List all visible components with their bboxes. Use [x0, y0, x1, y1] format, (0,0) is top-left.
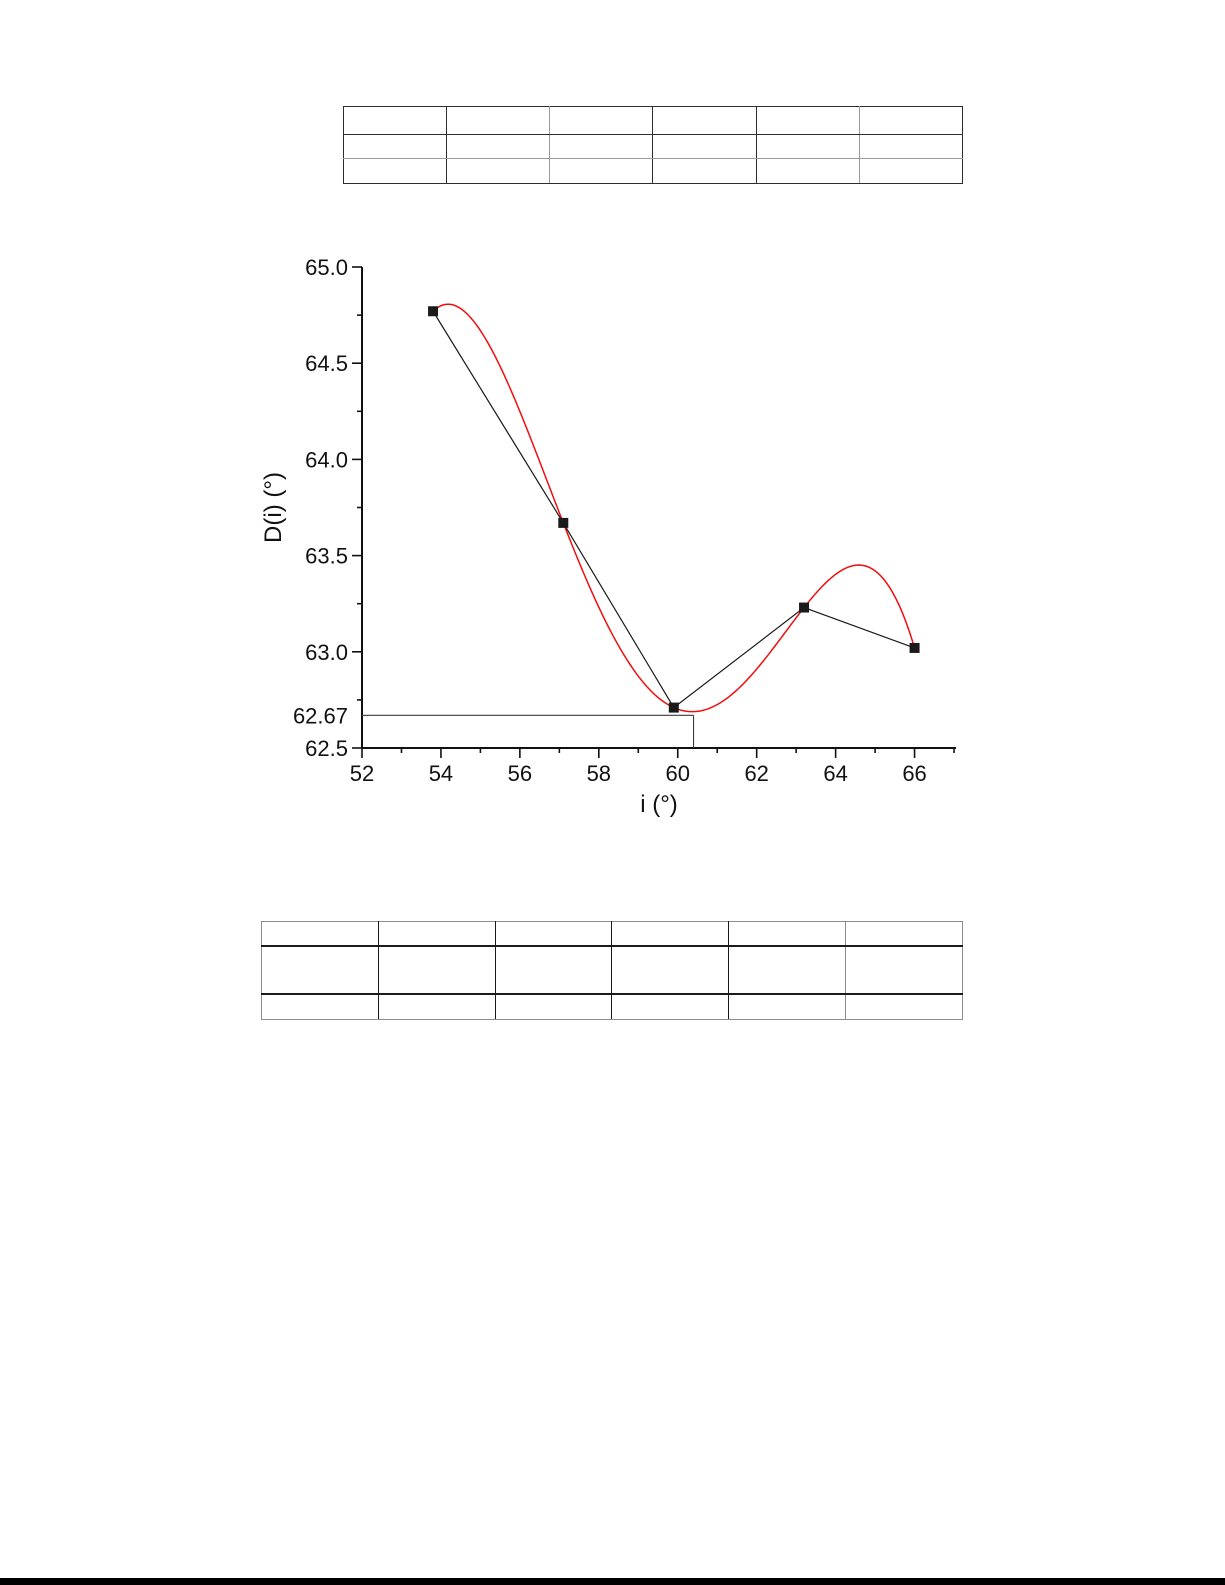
table-cell — [845, 921, 963, 947]
table-cell — [845, 993, 963, 1020]
table-cell — [342, 106, 448, 135]
table-cell — [494, 993, 613, 1020]
table-cell — [549, 158, 654, 184]
table-cell — [858, 106, 964, 135]
table-cell — [377, 993, 496, 1020]
table-cell — [261, 921, 379, 947]
y-tick-label: 63.0 — [305, 640, 348, 665]
y-tick-label: 62.5 — [305, 736, 348, 761]
y-tick-label: 65.0 — [305, 255, 348, 280]
data-point-marker — [668, 702, 679, 713]
y-tick-label: 64.0 — [305, 447, 348, 472]
special-y-tick-label: 62.67 — [293, 703, 348, 728]
fit-curve — [432, 303, 915, 713]
table-cell — [652, 158, 757, 184]
table-cell — [342, 158, 448, 184]
table-cell — [377, 921, 496, 947]
data-point-marker — [799, 602, 810, 613]
top-table — [342, 106, 964, 184]
minimum-annotation-lines — [362, 714, 695, 748]
axis-lines — [361, 267, 956, 749]
table-cell — [342, 134, 448, 159]
bottom-table — [261, 921, 963, 1020]
x-tick-label: 66 — [902, 761, 926, 786]
table-row — [342, 106, 964, 135]
x-axis-title: i (°) — [640, 791, 678, 818]
chart-canvas: 52 54 56 58 60 62 64 66 62.5 63.0 63.5 64.0 64.5 65.0… — [260, 255, 956, 818]
table-cell — [755, 106, 860, 135]
table-cell — [652, 134, 757, 159]
x-tick-label: 54 — [429, 761, 453, 786]
table-cell — [755, 158, 860, 184]
table-cell — [549, 134, 654, 159]
table-cell — [261, 945, 379, 995]
tick-labels: 52 54 56 58 60 62 64 66 62.5 63.0 63.5 64.0 64.5 65.0… — [293, 255, 927, 786]
table-cell — [728, 993, 847, 1020]
data-point-marker — [428, 306, 439, 317]
table-cell — [446, 106, 551, 135]
table-cell — [377, 945, 496, 995]
table-cell — [652, 106, 757, 135]
table-cell — [611, 921, 730, 947]
table-cell — [728, 921, 847, 947]
chart-figure: 52 54 56 58 60 62 64 66 62.5 63.0 63.5 64.0 64.5 65.0… — [240, 230, 980, 840]
axis-ticks — [352, 266, 955, 758]
table-cell — [261, 993, 379, 1020]
table-cell — [858, 158, 964, 184]
table-row — [342, 134, 964, 159]
table-cell — [446, 158, 551, 184]
x-tick-label: 64 — [823, 761, 847, 786]
data-line — [432, 310, 915, 709]
y-tick-label: 64.5 — [305, 351, 348, 376]
table-cell — [611, 993, 730, 1020]
table-row — [261, 921, 963, 947]
page-bottom-border — [0, 1578, 1225, 1585]
y-tick-label: 63.5 — [305, 544, 348, 569]
y-axis-title: D(i) (°) — [260, 472, 287, 543]
table-cell — [494, 945, 613, 995]
table-cell — [549, 106, 654, 135]
x-tick-label: 58 — [587, 761, 611, 786]
table-row — [342, 158, 964, 184]
table-cell — [446, 134, 551, 159]
table-cell — [755, 134, 860, 159]
data-point-marker — [558, 517, 569, 528]
data-point-marker — [909, 642, 920, 653]
x-tick-label: 60 — [666, 761, 690, 786]
table-row — [261, 945, 963, 995]
x-tick-label: 52 — [350, 761, 374, 786]
table-cell — [728, 945, 847, 995]
x-tick-label: 56 — [508, 761, 532, 786]
x-tick-label: 62 — [744, 761, 768, 786]
table-row — [261, 993, 963, 1020]
data-markers — [428, 306, 920, 713]
table-cell — [845, 945, 963, 995]
table-cell — [494, 921, 613, 947]
table-cell — [611, 945, 730, 995]
table-cell — [858, 134, 964, 159]
